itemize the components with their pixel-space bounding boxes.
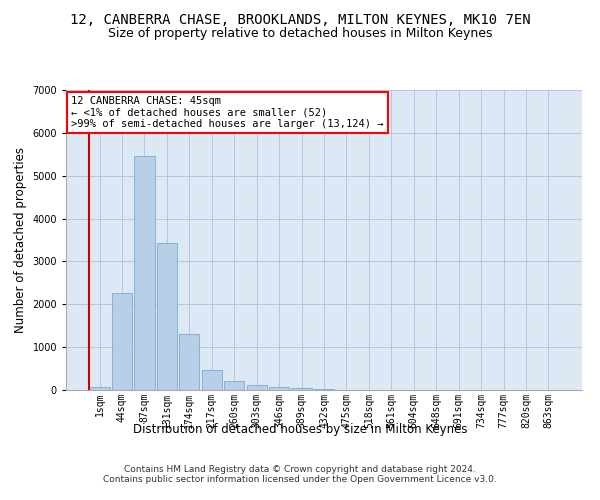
Text: Contains public sector information licensed under the Open Government Licence v3: Contains public sector information licen…: [103, 475, 497, 484]
Bar: [202, 370, 222, 390]
Bar: [269, 387, 289, 390]
Bar: [134, 156, 155, 390]
Bar: [292, 388, 311, 390]
Bar: [112, 292, 132, 390]
Text: Distribution of detached houses by size in Milton Keynes: Distribution of detached houses by size …: [133, 422, 467, 436]
Text: Contains HM Land Registry data © Crown copyright and database right 2024.: Contains HM Land Registry data © Crown c…: [124, 465, 476, 474]
Bar: [247, 385, 267, 390]
Bar: [179, 334, 199, 390]
Text: 12 CANBERRA CHASE: 45sqm
← <1% of detached houses are smaller (52)
>99% of semi-: 12 CANBERRA CHASE: 45sqm ← <1% of detach…: [71, 96, 383, 129]
Bar: [157, 244, 177, 390]
Text: Size of property relative to detached houses in Milton Keynes: Size of property relative to detached ho…: [108, 28, 492, 40]
Bar: [314, 388, 334, 390]
Bar: [89, 387, 110, 390]
Y-axis label: Number of detached properties: Number of detached properties: [14, 147, 27, 333]
Text: 12, CANBERRA CHASE, BROOKLANDS, MILTON KEYNES, MK10 7EN: 12, CANBERRA CHASE, BROOKLANDS, MILTON K…: [70, 12, 530, 26]
Bar: [224, 381, 244, 390]
